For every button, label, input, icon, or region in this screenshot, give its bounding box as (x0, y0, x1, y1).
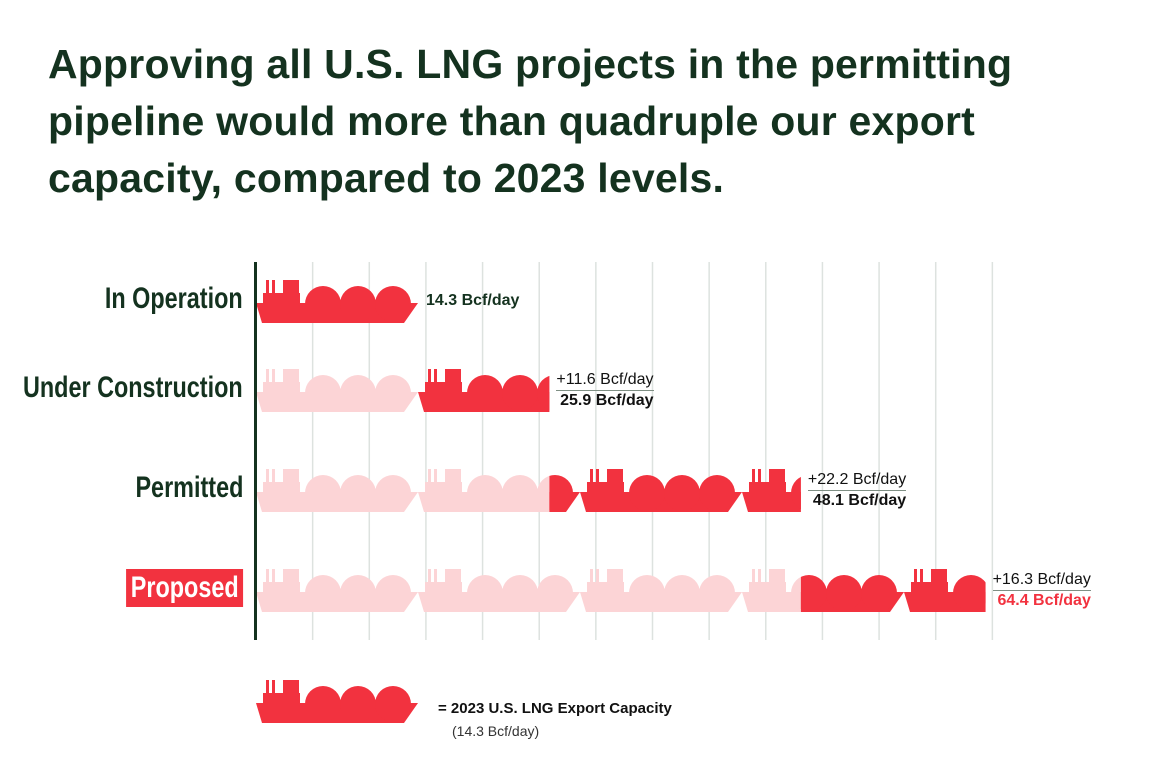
value-label: +11.6 Bcf/day 25.9 Bcf/day (556, 371, 654, 410)
value-label: +22.2 Bcf/day 48.1 Bcf/day (807, 471, 907, 510)
legend-subtext: (14.3 Bcf/day) (452, 723, 540, 739)
legend-ship-icon (256, 680, 418, 723)
added-value: +16.3 Bcf/day (992, 571, 1091, 591)
added-value: +22.2 Bcf/day (807, 471, 907, 491)
chart-title: Approving all U.S. LNG projects in the p… (48, 41, 1013, 201)
ship-icon (256, 469, 418, 512)
ship-icon (418, 569, 580, 612)
solid-ship-segment (256, 280, 418, 323)
row-label: Proposed (125, 569, 243, 607)
value-label: +16.3 Bcf/day 64.4 Bcf/day (992, 571, 1091, 610)
legend-text: = 2023 U.S. LNG Export Capacity (438, 700, 672, 717)
row-label: Permitted (135, 471, 243, 504)
row-label: In Operation (105, 282, 243, 315)
ship-icon (256, 280, 418, 323)
ship-icon (256, 569, 418, 612)
added-value: +11.6 Bcf/day (556, 371, 654, 391)
total-value: 14.3 Bcf/day (426, 292, 520, 309)
total-value: 48.1 Bcf/day (812, 492, 907, 509)
row-label: Under Construction (23, 371, 243, 404)
ship-icon (256, 369, 418, 412)
faded-ship-segment (256, 369, 418, 412)
ship-icon (580, 469, 742, 512)
total-value: 64.4 Bcf/day (997, 592, 1091, 609)
faded-ship-segment (256, 469, 550, 512)
total-value: 25.9 Bcf/day (560, 392, 654, 409)
ship-icon (580, 569, 742, 612)
